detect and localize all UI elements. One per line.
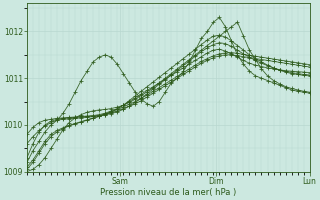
X-axis label: Pression niveau de la mer( hPa ): Pression niveau de la mer( hPa ) bbox=[100, 188, 236, 197]
